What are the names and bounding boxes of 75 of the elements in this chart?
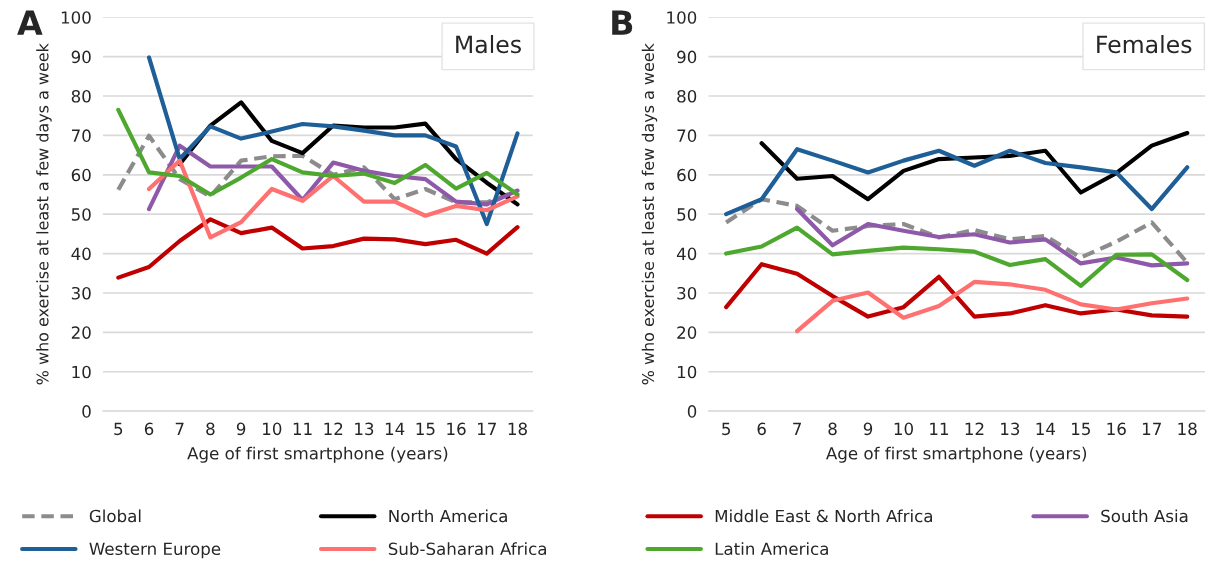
- x-tick-label: 11: [930, 422, 949, 435]
- text: Females: [1097, 34, 1192, 54]
- y-tick-label: 80: [71, 89, 91, 103]
- x-tick-label: 18: [508, 422, 527, 436]
- line-series: [795, 206, 1190, 268]
- x-tick-label: 5: [722, 422, 731, 436]
- y-tick-label: 80: [677, 89, 697, 103]
- legend-label: Sub-Saharan Africa: [388, 542, 546, 556]
- x-tick-label: 6: [144, 422, 154, 436]
- y-tick-label: 0: [687, 405, 697, 418]
- x-tick-label: 15: [416, 422, 435, 436]
- y-axis-title: % who exercise at least a few days a week: [641, 43, 658, 385]
- x-tick-label: 17: [1142, 422, 1161, 435]
- y-tick-label: 100: [667, 11, 697, 24]
- text: Males: [456, 34, 521, 54]
- y-tick-label: 40: [676, 247, 697, 261]
- x-axis-title: Age of first smartphone (years): [187, 446, 448, 463]
- x-tick-label: 12: [324, 422, 343, 435]
- y-tick-label: 100: [61, 11, 91, 24]
- x-tick-label: 5: [114, 422, 123, 436]
- y-tick-label: 90: [71, 50, 91, 64]
- y-tick-label: 60: [71, 168, 91, 182]
- legend-label: Western Europe: [89, 542, 221, 559]
- y-tick-label: 20: [71, 326, 91, 339]
- line-series: [795, 279, 1190, 334]
- text: A: [17, 10, 43, 35]
- text: B: [612, 10, 633, 35]
- y-tick-label: 40: [71, 247, 91, 261]
- y-tick-label: 50: [677, 208, 697, 221]
- y-tick-label: 60: [677, 168, 697, 182]
- x-tick-label: 16: [1107, 422, 1126, 436]
- y-tick-label: 10: [72, 365, 91, 379]
- line-series: [146, 158, 520, 240]
- y-tick-label: 70: [71, 129, 91, 142]
- line-series: [116, 107, 520, 197]
- y-tick-label: 10: [677, 365, 697, 379]
- x-tick-label: 9: [236, 422, 246, 436]
- x-tick-label: 10: [263, 422, 282, 436]
- legend-label: North America: [389, 509, 507, 523]
- x-tick-label: 8: [206, 422, 215, 436]
- x-tick-label: 14: [1036, 422, 1056, 435]
- x-tick-label: 14: [385, 422, 405, 435]
- y-tick-label: 50: [71, 208, 91, 221]
- y-tick-label: 30: [71, 286, 91, 300]
- y-axis-title: % who exercise at least a few days a week: [36, 43, 52, 385]
- y-tick-label: 20: [677, 326, 697, 339]
- legend-label: South Asia: [1101, 509, 1188, 523]
- x-tick-label: 13: [1001, 422, 1020, 436]
- legend-label: Latin America: [715, 542, 828, 556]
- x-tick-label: 13: [355, 422, 374, 436]
- x-tick-label: 7: [793, 422, 801, 435]
- x-tick-label: 16: [447, 422, 466, 436]
- x-tick-label: 7: [175, 422, 184, 435]
- legend-label: Global: [89, 509, 141, 523]
- y-tick-label: 30: [677, 286, 697, 300]
- line-series: [759, 130, 1190, 202]
- line-series: [116, 217, 520, 280]
- line-series: [724, 225, 1190, 288]
- x-tick-label: 11: [293, 422, 312, 435]
- x-axis-title: Age of first smartphone (years): [826, 446, 1087, 463]
- x-tick-label: 12: [965, 422, 984, 435]
- x-tick-label: 18: [1178, 422, 1197, 436]
- x-tick-label: 10: [894, 422, 913, 436]
- line-series: [724, 262, 1190, 319]
- x-tick-label: 9: [863, 422, 873, 436]
- x-tick-label: 15: [1072, 422, 1090, 436]
- legend-label: Middle East & North Africa: [715, 509, 932, 523]
- line-series: [724, 147, 1190, 217]
- line-series: [146, 55, 520, 227]
- y-tick-label: 70: [677, 129, 697, 142]
- y-tick-label: 0: [82, 405, 91, 418]
- x-tick-label: 6: [757, 422, 766, 436]
- x-tick-label: 17: [478, 422, 496, 435]
- x-tick-label: 8: [828, 422, 837, 436]
- y-tick-label: 90: [677, 50, 697, 64]
